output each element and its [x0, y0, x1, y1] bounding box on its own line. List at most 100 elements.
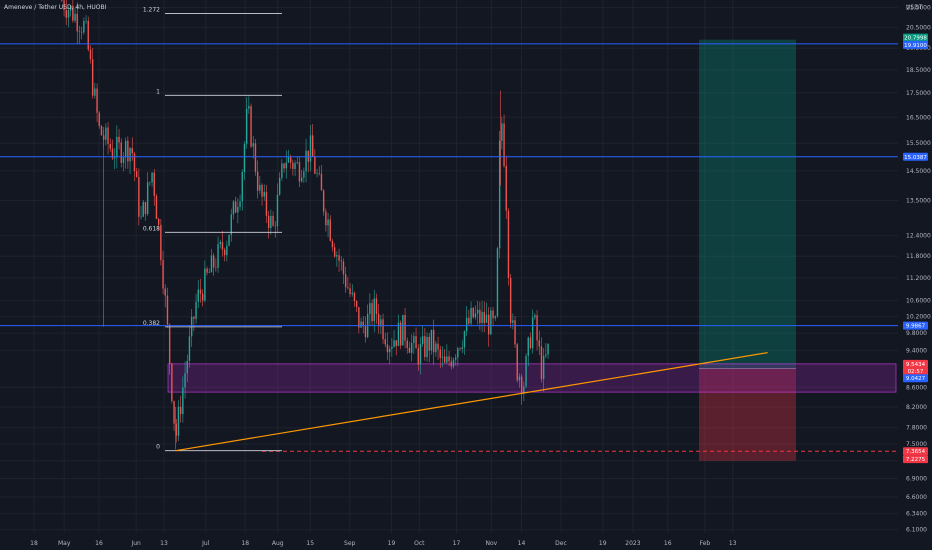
candle-body [417, 348, 419, 365]
price-tag-box [903, 359, 928, 368]
candle-body [360, 321, 362, 328]
candle-body [96, 88, 98, 113]
candle-body [358, 307, 360, 328]
price-tick-label: 9.4000 [906, 347, 927, 354]
candle-body [215, 267, 217, 269]
candle-body [344, 274, 347, 288]
candle-body [547, 343, 549, 355]
candle-body [234, 201, 237, 213]
price-tag-box [903, 447, 928, 456]
price-tag-label: 02:57 [908, 369, 924, 375]
candle-body [140, 216, 142, 218]
candle-body [395, 340, 397, 346]
candle-body [153, 172, 155, 196]
candle-body [503, 123, 505, 166]
price-tag-box [903, 455, 928, 464]
time-tick-label: 14 [518, 540, 526, 547]
candle-body [496, 248, 499, 317]
time-axis-background [0, 533, 932, 550]
candle-body [408, 347, 411, 353]
time-tick-label: Aug [272, 540, 284, 547]
candle-body [373, 298, 375, 322]
time-tick-label: Oct [414, 540, 425, 547]
candle-body [245, 108, 248, 144]
price-tag-box [903, 40, 928, 49]
price-tick-label: 11.8000 [906, 253, 931, 260]
candle-body [252, 143, 254, 147]
candle-body [428, 336, 430, 351]
candle-body [338, 255, 340, 261]
candle-body [254, 143, 257, 172]
drawings: 1.272 1 0.618 0.382 0 [0, 6, 898, 452]
candle-body [399, 322, 402, 346]
candle-body [298, 162, 301, 182]
candle-body [144, 202, 147, 215]
price-tag-box [903, 321, 928, 330]
candle-body [89, 49, 92, 60]
candle-body [210, 255, 213, 273]
price-tick-label: 12.4000 [906, 233, 931, 240]
position-loss-zone [699, 368, 796, 461]
candle-body [303, 171, 305, 178]
time-tick-label: 15 [306, 540, 314, 547]
candle-body [336, 255, 338, 257]
candle-body [124, 140, 127, 157]
candle-body [540, 346, 543, 380]
candle-body [518, 376, 521, 381]
candle-body [261, 184, 263, 197]
candle-body [201, 293, 204, 301]
candle-body [406, 340, 408, 348]
candle-body [74, 13, 76, 21]
price-tag-label: 20.7998 [904, 36, 927, 42]
fib-level-label: 1 [156, 88, 160, 95]
candle-body [289, 156, 292, 163]
price-tick-label: 15.5000 [906, 140, 931, 147]
candle-body [287, 156, 290, 163]
price-tick-label: 20.5000 [906, 24, 931, 31]
candle-body [377, 313, 380, 327]
candle-body [76, 13, 78, 32]
candle-body [516, 344, 518, 381]
price-tick-label: 6.6000 [906, 494, 927, 501]
candle-body [85, 20, 87, 22]
candle-body [457, 348, 459, 358]
candle-body [391, 346, 393, 349]
candle-body [168, 324, 171, 364]
candle-body [94, 88, 96, 96]
candle-body [483, 312, 485, 323]
price-tag-label: 9.5434 [906, 362, 926, 368]
currency-label: USDT [906, 4, 923, 11]
candle-body [250, 106, 252, 147]
candle-body [342, 261, 345, 275]
candle-body [437, 343, 439, 350]
candle-body [380, 319, 382, 327]
time-tick-label: Jun [130, 540, 141, 547]
candle-body [296, 162, 298, 164]
candle-body [292, 162, 294, 169]
candle-body [256, 171, 259, 191]
time-tick-label: Nov [485, 540, 497, 547]
candle-body [91, 59, 94, 96]
candle-body [175, 423, 177, 436]
candle-body [461, 347, 463, 349]
candle-body [536, 315, 538, 341]
fib-level-label: 0.382 [143, 320, 160, 327]
time-tick-label: Dec [555, 540, 567, 547]
candle-body [164, 288, 166, 296]
candle-body [435, 343, 437, 353]
candle-body [448, 356, 450, 362]
candle-body [525, 355, 527, 387]
candle-body [318, 173, 320, 175]
candle-body [270, 215, 272, 229]
candle-body [63, 0, 65, 11]
candle-body [230, 214, 232, 235]
candle-body [188, 336, 191, 361]
candle-body [67, 10, 70, 18]
fib-level-label: 1.272 [143, 6, 160, 13]
price-tick-label: 6.1000 [906, 527, 927, 534]
candle-body [527, 337, 529, 356]
candle-body [160, 224, 162, 261]
